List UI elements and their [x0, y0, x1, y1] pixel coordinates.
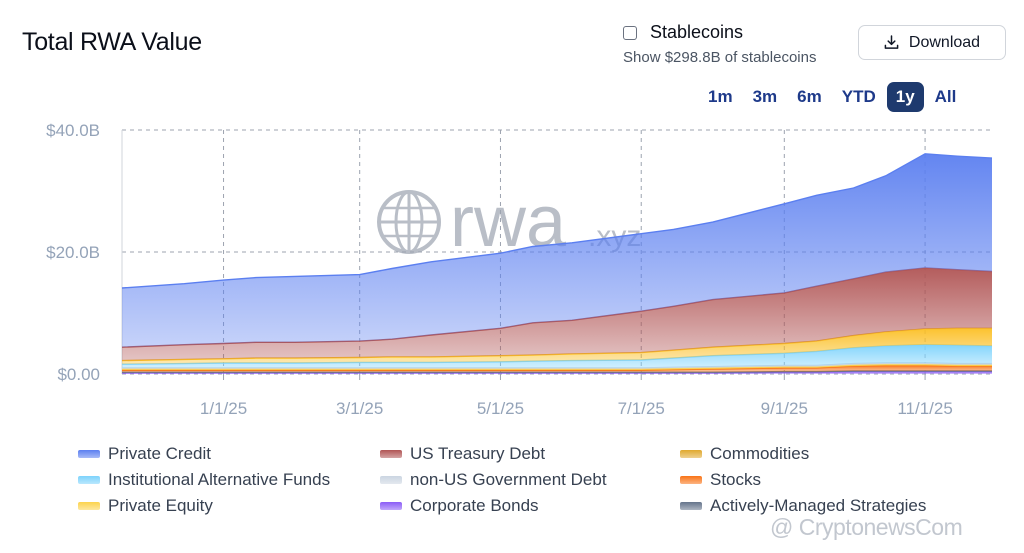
legend-item-institutional-alternative-funds[interactable]: Institutional Alternative Funds [78, 470, 330, 490]
time-range-selector: 1m 3m 6m YTD 1y All [697, 82, 965, 112]
range-1y[interactable]: 1y [886, 82, 924, 112]
legend-item-commodities[interactable]: Commodities [680, 444, 809, 464]
legend-item-corporate-bonds[interactable]: Corporate Bonds [380, 496, 539, 516]
download-label: Download [908, 33, 981, 51]
legend-label: Actively-Managed Strategies [710, 496, 927, 515]
legend-label: Corporate Bonds [410, 496, 539, 515]
legend-swatch [380, 450, 402, 458]
legend-swatch [680, 450, 702, 458]
x-tick-label: 5/1/25 [477, 399, 524, 418]
legend-swatch [380, 476, 402, 484]
legend-label: Institutional Alternative Funds [108, 470, 331, 489]
legend-swatch [380, 502, 402, 510]
cryptonews-watermark: @ CryptonewsCom [770, 514, 963, 540]
legend-item-non-us-government-debt[interactable]: non-US Government Debt [380, 470, 607, 490]
area-private-credit [122, 153, 992, 348]
area-series [121, 153, 993, 374]
line-private-credit [121, 153, 993, 289]
range-6m[interactable]: 6m [797, 87, 822, 106]
axes: $0.00 $20.0B $40.0B 1/1/25 3/1/25 5/1/25 7/1/2… [46, 121, 953, 418]
legend-swatch [78, 450, 100, 458]
legend-swatch [78, 502, 100, 510]
legend-label: Private Credit [108, 444, 211, 463]
legend-label: Commodities [710, 444, 810, 463]
download-icon [884, 35, 899, 49]
stablecoins-sub: Show $298.8B of stablecoins [623, 49, 817, 66]
stablecoins-checkbox[interactable] [623, 25, 637, 40]
area-commodities [122, 328, 992, 365]
legend-swatch [680, 476, 702, 484]
legend-item-stocks[interactable]: Stocks [680, 470, 761, 490]
range-all[interactable]: All [934, 87, 957, 106]
x-tick-label: 9/1/25 [761, 399, 808, 418]
x-tick-label: 3/1/25 [336, 399, 383, 418]
legend-item-private-equity[interactable]: Private Equity [78, 496, 213, 516]
area-us-treasury-debt [122, 267, 992, 361]
legend-item-us-treasury-debt[interactable]: US Treasury Debt [380, 444, 545, 464]
y-tick-label: $20.0B [46, 243, 100, 262]
range-ytd[interactable]: YTD [841, 87, 876, 106]
legend-label: Stocks [710, 470, 762, 489]
legend-swatch [680, 502, 702, 510]
chart-title: Total RWA Value [22, 28, 202, 56]
legend-swatch [78, 476, 100, 484]
legend-label: Private Equity [108, 496, 213, 515]
legend-label: US Treasury Debt [410, 444, 546, 463]
download-button[interactable]: Download [858, 25, 1006, 60]
rwa-area-chart: rwa .xyz $0.00$20.0B$40.0B1/1/25 3/1/25 5/1… [46, 121, 993, 418]
x-tick-label: 11/1/25 [897, 399, 952, 418]
y-tick-label: $40.0B [46, 121, 100, 140]
stablecoins-label: Stablecoins [650, 22, 744, 42]
x-tick-label: 7/1/25 [618, 399, 665, 418]
legend-item-private-credit[interactable]: Private Credit [78, 444, 211, 464]
range-1m[interactable]: 1m [708, 87, 733, 106]
legend-item-actively-managed-strategies[interactable]: Actively-Managed Strategies [680, 496, 926, 516]
x-tick-label: 1/1/25 [200, 399, 247, 418]
stablecoins-toggle[interactable]: Stablecoins Show $298.8B of stablecoins [623, 22, 816, 66]
legend-label: non-US Government Debt [410, 470, 607, 489]
area-institutional-alternative-funds [122, 344, 992, 368]
range-3m[interactable]: 3m [752, 87, 778, 106]
y-tick-label: $0.00 [57, 365, 100, 384]
